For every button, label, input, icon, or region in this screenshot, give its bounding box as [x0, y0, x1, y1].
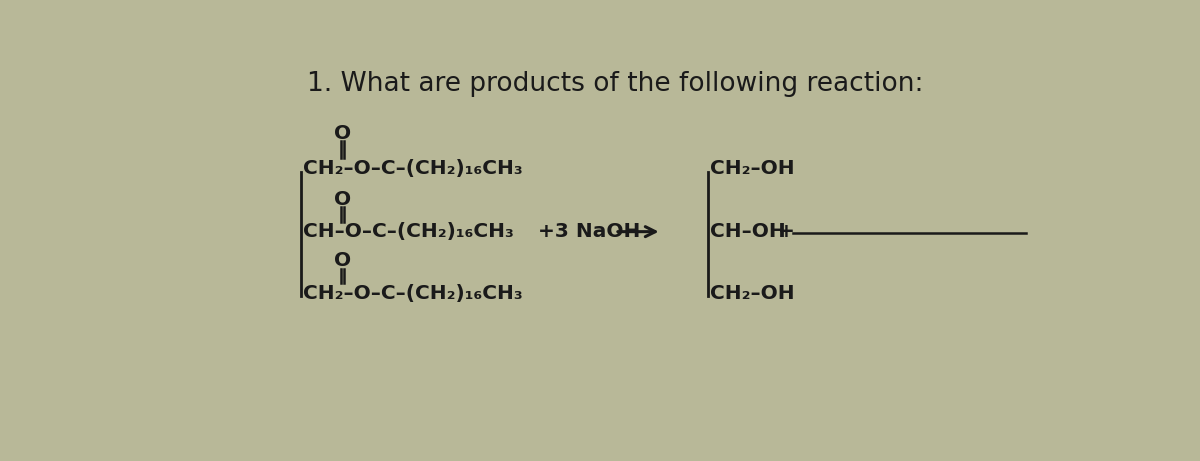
Text: CH₂–OH: CH₂–OH: [710, 284, 794, 303]
Text: CH–OH: CH–OH: [710, 222, 786, 241]
Text: CH₂–O–C–(CH₂)₁₆CH₃: CH₂–O–C–(CH₂)₁₆CH₃: [302, 284, 522, 303]
Text: 1. What are products of the following reaction:: 1. What are products of the following re…: [307, 71, 923, 97]
Text: O: O: [334, 190, 350, 209]
Text: O: O: [334, 251, 350, 271]
Text: CH₂–OH: CH₂–OH: [710, 159, 794, 178]
Text: +3 NaOH: +3 NaOH: [538, 222, 640, 241]
Text: +: +: [778, 222, 794, 241]
Text: O: O: [334, 124, 350, 142]
Text: CH₂–O–C–(CH₂)₁₆CH₃: CH₂–O–C–(CH₂)₁₆CH₃: [302, 159, 522, 178]
Text: CH–O–C–(CH₂)₁₆CH₃: CH–O–C–(CH₂)₁₆CH₃: [302, 222, 514, 241]
